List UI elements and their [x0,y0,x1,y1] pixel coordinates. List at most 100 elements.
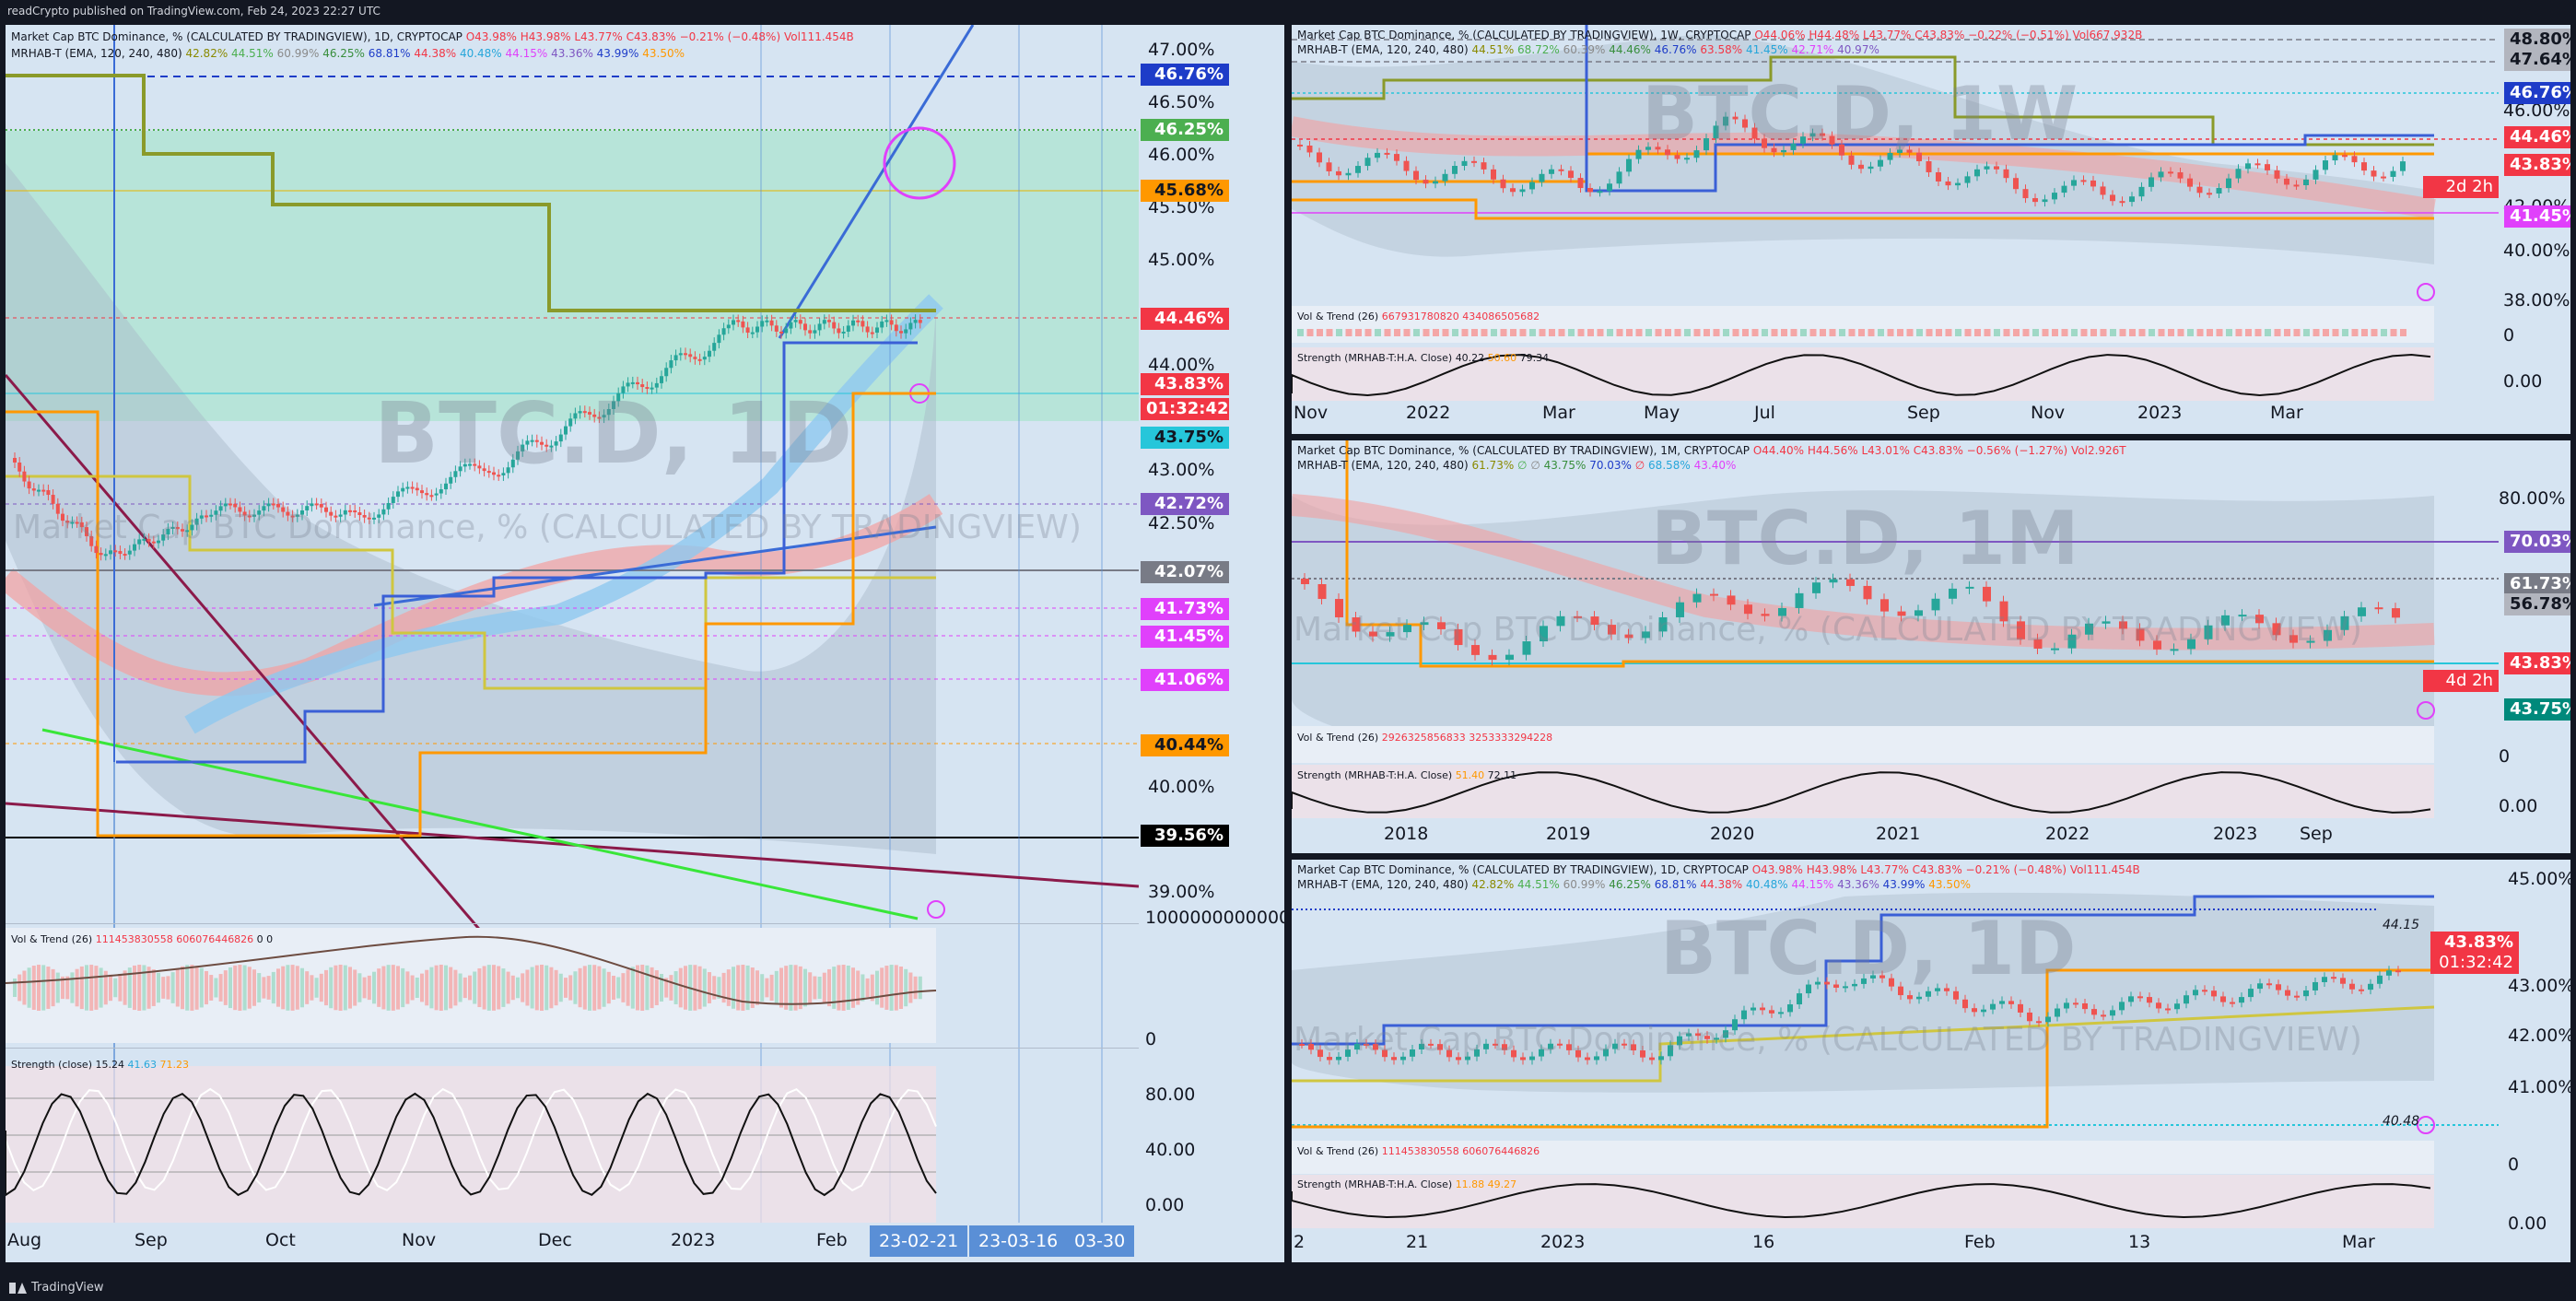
candle-body [1522,641,1531,655]
volume-bar [2138,329,2146,336]
candle-body [1529,182,1535,190]
volume-bar [2207,329,2213,336]
indicator-value: 46.25% [1605,878,1651,891]
candle-body [439,489,443,494]
volume-bar [597,966,602,1010]
strength-line-black [1292,354,2431,396]
candle-body [2119,621,2127,629]
candle-body [2174,1003,2180,1010]
volume-bar [89,965,94,1011]
volume-bar [2110,329,2116,336]
candle-body [348,510,352,512]
candle-body [2368,983,2373,990]
volume-bar [185,965,190,1011]
price-label: 47.64% [2504,49,2570,71]
candle-body [2101,1014,2106,1017]
volume-bar [1800,329,1807,336]
candle-body [1990,1003,1996,1010]
volume-bar [401,967,405,1008]
candle-body [861,321,865,327]
volume-bar [271,971,275,1004]
candle-body [1369,631,1377,637]
candle-body [2156,1002,2161,1009]
step-olive [1292,55,2434,147]
volume-bar [540,965,544,1011]
candle-body [1926,990,1931,997]
candle-body [870,332,874,334]
daily-watermark: BTC.D, 1D [1660,906,2077,991]
price-label: 45.68% [1141,180,1229,202]
volume-bar [453,969,458,1006]
volume-bar [1384,329,1391,336]
price-axis-tick: 0.00 [2503,371,2543,392]
volume-bar [2003,329,2010,336]
candle-body [1403,625,1411,633]
daily-price-canvas[interactable] [1292,860,2570,1262]
time-axis-tick: 21 [1406,1232,1429,1252]
volume-bar [822,972,826,1003]
volume-bar [1771,329,1778,336]
volume-bar [391,965,395,1011]
candle-body [2340,615,2349,630]
candle-body [1861,978,1867,984]
candle-body [372,517,376,520]
candle-body [2238,615,2247,617]
volume-bar [2293,329,2301,336]
monthly-chart-pane[interactable]: Market Cap BTC Dominance, % (CALCULATED … [1292,440,2570,853]
trendline-maroon-1 [6,374,496,947]
candle-body [913,320,918,323]
volume-bar [1984,329,1991,336]
volume-bar [568,975,573,1001]
volume-bar [660,973,663,1002]
volume-bar [717,977,721,999]
time-axis-tick: 2023 [1540,1232,1586,1252]
candle-body [1433,181,1438,184]
indicator-value: 60.99% [273,47,320,60]
volume-bar [242,965,247,1011]
volume-bar [645,965,650,1011]
candle-body [1384,152,1390,155]
main-price-canvas[interactable] [6,25,1284,1262]
candle-body [760,321,765,327]
volume-bar [458,973,463,1002]
candle-body [2082,1002,2088,1010]
candle-body [118,551,123,555]
volume-bar [1481,329,1488,336]
volume-bar [693,965,697,1011]
candle-body [1345,172,1352,176]
daily-chart-pane[interactable]: Market Cap BTC Dominance, % (CALCULATED … [1292,860,2570,1262]
monthly-price-canvas[interactable] [1292,440,2570,853]
candle-body [1301,579,1309,584]
weekly-chart-pane[interactable]: Market Cap BTC Dominance, % (CALCULATED … [1292,25,2570,434]
volume-bar [2216,329,2223,336]
volume-bar [745,965,750,1011]
candle-body [1548,1043,1553,1049]
volume-bar [146,967,151,1009]
candle-body [295,514,299,517]
candle-body [2340,978,2346,984]
indicator-value: 43.75% [1540,459,1587,472]
candle-body [1428,1043,1434,1046]
tradingview-brand[interactable]: TradingView [9,1281,104,1295]
main-chart-pane[interactable]: Market Cap BTC Dominance, % (CALCULATED … [6,25,1284,1262]
time-axis-tick: May [1644,403,1680,423]
volume-bar [1607,329,1613,336]
ohlc-volume: Vol111.454B [783,30,854,43]
volume-bar [793,965,798,1011]
indicator-value: 68.58% [1645,459,1691,472]
candle-body [1732,116,1739,120]
price-axis-tick: 40.00% [1148,777,1215,797]
candle-body [1916,152,1922,161]
step-blue [1292,895,2434,1046]
price-axis-tick: 41.00% [2508,1077,2570,1097]
price-axis-tick: 0.00 [2499,796,2538,816]
candle-body [626,382,630,387]
candle-body [654,382,659,388]
price-label: 42.07% [1141,561,1229,583]
candle-body [2226,178,2231,189]
time-axis-tick: Nov [2031,403,2066,423]
time-axis-tick: 2020 [1710,824,1755,844]
mrhab-step-olive [6,74,936,312]
strength-pane-bg [6,1066,936,1223]
candle-body [1795,592,1804,608]
